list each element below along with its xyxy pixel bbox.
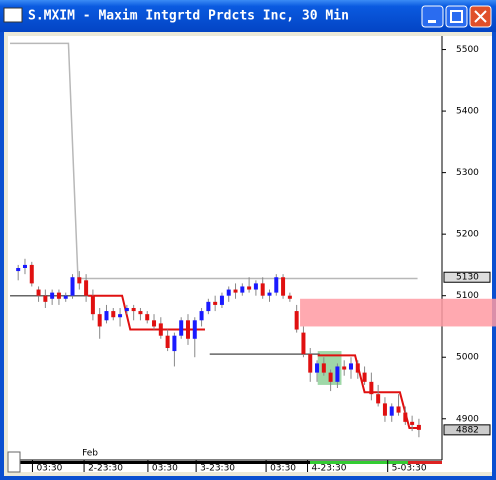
candle-body [240, 286, 245, 293]
candle-body [138, 311, 143, 315]
y-tick-label: 5200 [456, 230, 479, 240]
candle-body [165, 335, 170, 348]
candle-body [328, 372, 333, 382]
candle-body [131, 308, 136, 312]
candle-body [308, 354, 313, 373]
candle-body [294, 311, 299, 330]
candle-body [185, 320, 190, 339]
candle-body [348, 363, 353, 370]
candle-body [416, 424, 421, 430]
maximize-button[interactable] [445, 5, 468, 28]
candle-body [158, 323, 163, 336]
candle-body [179, 320, 184, 336]
close-glyph [474, 10, 487, 23]
candle-body [396, 406, 401, 413]
candle-body [111, 311, 116, 318]
candle-body [199, 311, 204, 321]
candle-body [118, 314, 123, 318]
session-bar [8, 461, 310, 464]
candle-body [152, 320, 157, 327]
candle-body [233, 289, 238, 293]
candle-body [192, 320, 197, 339]
candle-body [29, 264, 34, 284]
candle-body [56, 292, 61, 299]
candle-body [104, 311, 109, 321]
y-tick-label: 5100 [456, 291, 479, 301]
x-tick-label: 2-23:30 [88, 464, 123, 474]
candle-body [389, 406, 394, 416]
x-tick-label: 03:30 [270, 464, 296, 474]
y-tick-label: 5000 [456, 353, 479, 363]
chart-area [8, 36, 492, 472]
candle-body [301, 332, 306, 355]
candle-body [36, 289, 41, 296]
y-tick-label: 5500 [456, 45, 479, 55]
price-tag-label: 5130 [456, 273, 479, 283]
x-tick-label: 3-23:30 [200, 464, 235, 474]
candle-body [287, 295, 292, 299]
candle-body [43, 295, 48, 302]
maximize-glyph [450, 10, 463, 23]
candle-body [267, 292, 272, 296]
y-tick-label: 5400 [456, 107, 479, 117]
candle-body [84, 280, 89, 296]
candle-body [321, 363, 326, 373]
candle-body [403, 412, 408, 422]
price-tag-label: 4882 [456, 425, 479, 435]
candle-body [382, 403, 387, 416]
candle-body [124, 308, 129, 312]
candle-body [213, 301, 218, 305]
candle-body [274, 277, 279, 293]
candle-body [355, 363, 360, 373]
candle-body [70, 277, 75, 296]
minimize-button[interactable] [421, 5, 444, 28]
candle-body [16, 268, 21, 272]
candle-body [206, 301, 211, 312]
candle-body [219, 295, 224, 305]
price-tag [443, 424, 491, 436]
x-tick-label: 03:30 [36, 464, 62, 474]
candle-body [63, 295, 68, 299]
candle-body [77, 277, 82, 284]
x-tick-label: 03:30 [152, 464, 178, 474]
x-tick-label: 4-23:30 [312, 464, 347, 474]
app-icon [3, 7, 23, 23]
candle-body [247, 286, 252, 290]
candle-body [226, 289, 231, 296]
candle-body [145, 314, 150, 321]
candle-body [315, 363, 320, 373]
session-bar [310, 461, 408, 464]
price-tag [443, 271, 491, 283]
x-tick-label: 5-03:30 [392, 464, 427, 474]
candle-body [335, 366, 340, 382]
window-title: S.MXIM - Maxim Intgrtd Prdcts Inc, 30 Mi… [28, 9, 349, 24]
candle-body [97, 314, 102, 327]
candle-body [281, 277, 286, 296]
title-bar [0, 0, 496, 32]
candle-body [362, 372, 367, 382]
candle-body [369, 381, 374, 395]
session-bar [408, 461, 442, 464]
candle-body [410, 421, 415, 425]
y-tick-label: 5300 [456, 168, 479, 178]
candle-body [260, 283, 265, 296]
minimize-glyph [428, 20, 436, 23]
y-tick-label: 4900 [456, 414, 479, 424]
scroll-box[interactable] [7, 451, 21, 473]
indicator-line [10, 42, 418, 280]
candle-body [50, 292, 55, 299]
month-label: Feb [82, 449, 98, 459]
candle-body [90, 295, 95, 315]
candle-body [253, 283, 258, 290]
candle-body [376, 394, 381, 404]
candle-body [172, 335, 177, 352]
zone [300, 298, 496, 327]
candle-body [342, 366, 347, 370]
candle-body [22, 264, 27, 268]
indicator-line [88, 294, 420, 429]
